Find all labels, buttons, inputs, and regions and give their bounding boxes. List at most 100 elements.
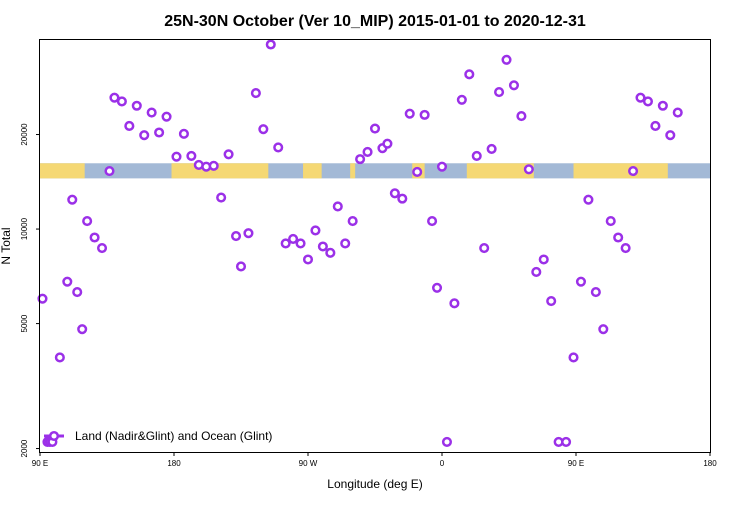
- data-point: [635, 92, 646, 103]
- data-point: [62, 276, 73, 287]
- data-point: [382, 138, 393, 149]
- data-point: [605, 216, 616, 227]
- data-point: [317, 241, 328, 252]
- data-point: [583, 194, 594, 205]
- data-point: [310, 225, 321, 236]
- y-tick-label: 10000: [20, 217, 29, 240]
- y-tick-label: 20000: [20, 123, 29, 146]
- data-point: [538, 254, 549, 265]
- data-point: [456, 94, 467, 105]
- data-point: [82, 216, 93, 227]
- y-tick-label: 2000: [20, 439, 29, 457]
- x-axis-label: Longitude (deg E): [327, 477, 422, 491]
- data-point: [404, 108, 415, 119]
- data-point: [54, 352, 65, 363]
- data-point: [508, 80, 520, 91]
- data-point: [575, 276, 587, 287]
- data-point: [67, 194, 78, 205]
- data-point: [37, 293, 48, 304]
- data-points: [37, 39, 683, 447]
- data-point: [397, 193, 408, 204]
- land-segment: [466, 163, 534, 179]
- data-point: [531, 266, 542, 278]
- data-point: [280, 238, 291, 249]
- data-point: [171, 151, 182, 162]
- data-point: [208, 160, 219, 171]
- data-point: [72, 287, 83, 298]
- data-point: [412, 166, 423, 178]
- data-point: [494, 87, 505, 98]
- data-point: [347, 216, 358, 227]
- legend: Land (Nadir&Glint) and Ocean (Glint): [44, 429, 272, 443]
- data-point: [620, 242, 631, 254]
- data-point: [288, 233, 299, 245]
- data-point: [436, 161, 448, 172]
- y-axis-ticks: 2000 5000 10000 20000: [20, 123, 40, 457]
- data-point: [340, 238, 351, 249]
- data-point: [486, 143, 497, 154]
- data-point: [657, 100, 668, 111]
- data-point: [431, 282, 443, 293]
- legend-entry: Land (Nadir&Glint) and Ocean (Glint): [75, 429, 272, 443]
- y-axis-label: N Total: [0, 227, 13, 264]
- data-point: [464, 69, 475, 80]
- y-tick-label: 5000: [20, 314, 29, 332]
- land-segment: [350, 163, 356, 179]
- data-point: [230, 231, 242, 242]
- data-point: [568, 352, 579, 363]
- data-point: [449, 298, 460, 309]
- land-segment: [573, 163, 668, 179]
- data-point: [523, 164, 534, 175]
- land-segment: [303, 163, 322, 179]
- x-tick-label: 180: [703, 459, 717, 468]
- data-point: [89, 232, 100, 243]
- x-tick-label: 90 E: [32, 459, 48, 468]
- data-point: [672, 107, 683, 118]
- data-point: [77, 324, 88, 335]
- data-point: [109, 92, 120, 103]
- data-point: [441, 436, 453, 447]
- data-point: [273, 142, 284, 153]
- land-segment: [40, 163, 85, 179]
- data-point: [154, 127, 165, 138]
- data-point: [479, 242, 490, 254]
- data-point: [427, 216, 438, 227]
- data-point: [131, 100, 142, 111]
- land-segment: [171, 163, 269, 179]
- data-point: [235, 261, 247, 272]
- x-axis-ticks: 90 E 180 90 W 0 90 E 180: [32, 452, 717, 468]
- data-point: [104, 166, 115, 177]
- data-point: [161, 111, 172, 122]
- data-point: [258, 124, 269, 135]
- data-point: [116, 96, 127, 107]
- data-point: [186, 150, 197, 161]
- x-tick-label: 90 W: [299, 459, 318, 468]
- data-point: [665, 130, 676, 141]
- legend-marker: [48, 430, 60, 442]
- data-point: [216, 192, 227, 203]
- data-point: [265, 39, 276, 50]
- data-point: [332, 201, 343, 212]
- data-point: [295, 238, 306, 249]
- data-point: [124, 120, 135, 131]
- x-tick-label: 0: [440, 459, 445, 468]
- data-point: [139, 130, 150, 141]
- plot-frame: [39, 39, 711, 453]
- data-point: [250, 88, 261, 99]
- data-point: [178, 128, 189, 139]
- data-point: [96, 242, 108, 254]
- data-point: [516, 111, 527, 122]
- data-point: [650, 120, 661, 131]
- data-point: [369, 123, 381, 134]
- data-point: [389, 188, 400, 199]
- data-point: [471, 150, 482, 161]
- data-point: [325, 247, 336, 258]
- data-point: [146, 107, 157, 118]
- data-point: [590, 287, 601, 298]
- land-ocean-strip: [40, 163, 710, 179]
- data-point: [362, 146, 373, 158]
- data-point: [223, 149, 234, 160]
- data-point: [243, 228, 254, 239]
